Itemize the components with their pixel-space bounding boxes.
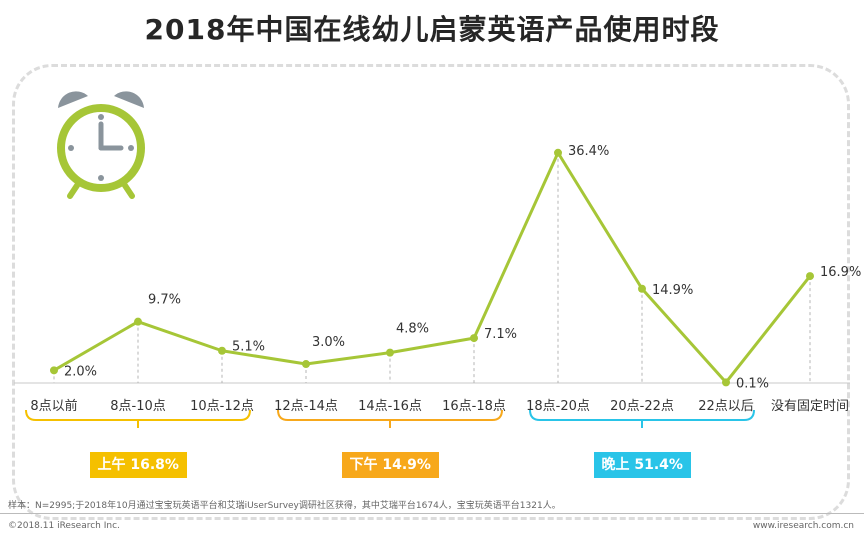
data-label: 2.0% <box>64 364 97 379</box>
period-summary-1: 下午 14.9% <box>341 452 439 478</box>
data-point <box>50 366 58 375</box>
data-point <box>722 378 730 387</box>
copyright: ©2018.11 iResearch Inc. <box>8 521 120 531</box>
x-tick-label: 12点-14点 <box>274 399 338 414</box>
data-label: 0.1% <box>736 376 769 391</box>
data-point <box>554 148 562 157</box>
data-label: 4.8% <box>396 322 429 337</box>
data-point <box>386 348 394 357</box>
data-point <box>218 346 226 355</box>
data-label: 9.7% <box>148 293 181 308</box>
sample-note: 样本：N=2995;于2018年10月通过宝宝玩英语平台和艾瑞iUserSurv… <box>8 501 561 511</box>
alarm-clock-icon <box>57 91 145 199</box>
x-tick-label: 22点以后 <box>698 399 754 414</box>
data-point <box>638 284 646 293</box>
data-point <box>806 272 814 281</box>
series-line <box>53 151 812 384</box>
x-tick-label: 8点-10点 <box>110 399 166 414</box>
period-summary-0: 上午 16.8% <box>89 452 187 478</box>
data-label: 14.9% <box>652 283 693 298</box>
data-label: 5.1% <box>232 340 265 355</box>
period-summary-2: 晚上 51.4% <box>593 452 691 478</box>
x-tick-label: 没有固定时间 <box>771 399 849 414</box>
data-label: 3.0% <box>312 335 345 350</box>
footer-divider <box>0 513 864 514</box>
data-point <box>134 317 142 326</box>
x-tick-label: 8点以前 <box>30 398 77 414</box>
chart-frame <box>12 64 850 520</box>
x-tick-label: 16点-18点 <box>442 399 506 414</box>
x-tick-label: 14点-16点 <box>358 399 422 414</box>
data-point <box>302 360 310 369</box>
x-tick-label: 20点-22点 <box>610 399 674 414</box>
page-title: 2018年中国在线幼儿启蒙英语产品使用时段 <box>144 13 720 46</box>
data-label: 16.9% <box>820 265 861 280</box>
x-tick-label: 18点-20点 <box>526 399 590 414</box>
website-link[interactable]: www.iresearch.com.cn <box>752 521 854 531</box>
x-tick-label: 10点-12点 <box>190 399 254 414</box>
data-label: 36.4% <box>568 144 609 159</box>
data-label: 7.1% <box>484 327 517 342</box>
data-point <box>470 334 478 343</box>
